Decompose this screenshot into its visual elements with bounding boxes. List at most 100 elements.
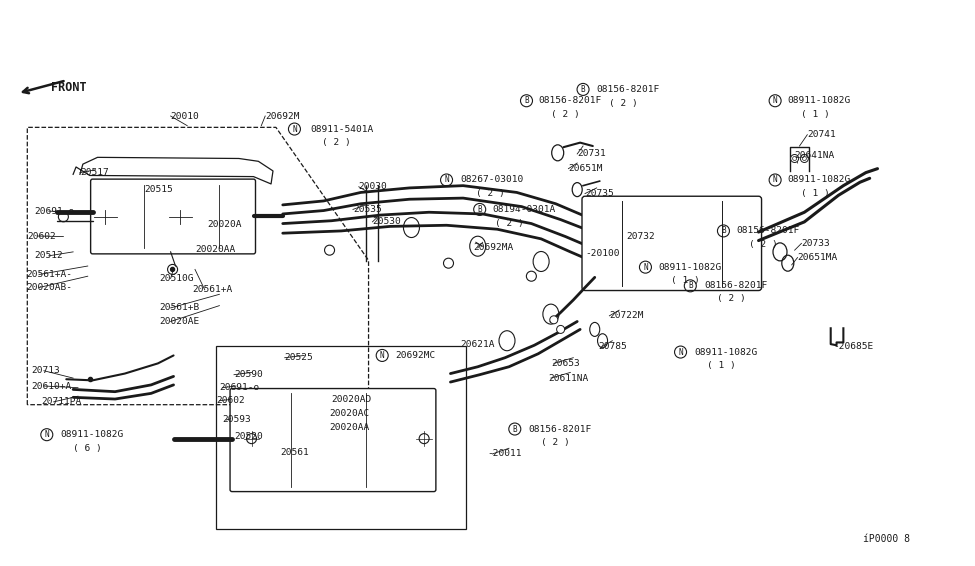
Text: 08911-1082G: 08911-1082G: [60, 430, 124, 439]
Text: 20590: 20590: [234, 370, 262, 379]
Text: 20611NA: 20611NA: [548, 374, 588, 383]
Text: 20602: 20602: [216, 396, 245, 405]
Text: -20100: -20100: [585, 249, 619, 258]
Text: ( 1 ): ( 1 ): [707, 361, 735, 370]
Text: ( 2 ): ( 2 ): [749, 240, 777, 249]
Text: 20020A: 20020A: [208, 220, 242, 229]
Text: 20561+A: 20561+A: [192, 285, 232, 294]
Text: 20692MC: 20692MC: [395, 351, 435, 360]
Text: ( 1 ): ( 1 ): [801, 189, 830, 198]
Text: ( 1 ): ( 1 ): [671, 276, 699, 285]
Text: 20621A: 20621A: [460, 340, 494, 349]
Text: ( 1 ): ( 1 ): [801, 110, 830, 119]
Bar: [216, 346, 466, 529]
Text: N: N: [292, 125, 296, 134]
Text: 20722M: 20722M: [609, 311, 644, 320]
Circle shape: [444, 258, 453, 268]
Text: 20517: 20517: [80, 168, 108, 177]
Circle shape: [550, 316, 558, 324]
Text: ( 2 ): ( 2 ): [476, 189, 504, 198]
Text: 20561+B: 20561+B: [159, 303, 199, 312]
Text: 20020AE: 20020AE: [159, 317, 199, 326]
FancyBboxPatch shape: [91, 179, 255, 254]
Text: 20610+A: 20610+A: [31, 381, 71, 391]
Text: N: N: [679, 348, 682, 357]
Text: 08267-03010: 08267-03010: [460, 175, 524, 185]
Text: N: N: [445, 175, 448, 185]
FancyBboxPatch shape: [582, 196, 761, 290]
Circle shape: [171, 267, 175, 272]
Text: B: B: [513, 424, 517, 434]
Text: 20020AA: 20020AA: [195, 245, 235, 254]
Text: ( 2 ): ( 2 ): [541, 438, 569, 447]
Circle shape: [557, 325, 565, 333]
Text: 20651MA: 20651MA: [798, 253, 838, 262]
Text: 20512: 20512: [34, 251, 62, 260]
Text: 20020AA: 20020AA: [330, 423, 370, 432]
Text: -20685E: -20685E: [834, 342, 874, 351]
Text: 20561: 20561: [281, 448, 309, 457]
Text: 08156-8201F: 08156-8201F: [528, 424, 592, 434]
Text: ( 2 ): ( 2 ): [551, 110, 579, 119]
Text: 20525: 20525: [285, 353, 313, 362]
Text: B: B: [581, 85, 585, 94]
Text: -20011: -20011: [488, 449, 522, 458]
Text: N: N: [644, 263, 647, 272]
Text: 20010: 20010: [171, 112, 199, 121]
Text: B: B: [478, 205, 482, 214]
Text: 20510G: 20510G: [159, 274, 193, 283]
Text: 20785: 20785: [599, 342, 627, 351]
Circle shape: [325, 245, 334, 255]
Text: 20653: 20653: [551, 359, 579, 368]
Text: N: N: [773, 175, 777, 185]
Text: 20030: 20030: [359, 182, 387, 191]
Text: 20602: 20602: [27, 231, 56, 241]
Text: 20641NA: 20641NA: [795, 151, 835, 160]
Text: B: B: [688, 281, 692, 290]
Text: 20593: 20593: [222, 415, 251, 424]
Text: 20020AB-: 20020AB-: [26, 283, 72, 292]
Text: 08156-8201F: 08156-8201F: [538, 96, 602, 105]
Text: N: N: [773, 96, 777, 105]
Text: B: B: [525, 96, 528, 105]
Text: 20535: 20535: [353, 205, 381, 214]
Text: 20692MA: 20692MA: [473, 243, 513, 252]
Text: 08911-1082G: 08911-1082G: [694, 348, 758, 357]
Circle shape: [526, 271, 536, 281]
Text: ( 2 ): ( 2 ): [609, 98, 638, 108]
Text: 08911-1082G: 08911-1082G: [788, 96, 851, 105]
Text: 20733: 20733: [801, 239, 830, 248]
FancyBboxPatch shape: [230, 388, 436, 492]
Text: ( 6 ): ( 6 ): [73, 444, 101, 453]
Text: 08911-1082G: 08911-1082G: [788, 175, 851, 185]
Text: 20020AD: 20020AD: [332, 395, 371, 404]
Text: 08911-1082G: 08911-1082G: [658, 263, 722, 272]
Text: N: N: [45, 430, 49, 439]
Text: 20692M: 20692M: [265, 112, 299, 121]
Text: 20711PA: 20711PA: [41, 397, 81, 406]
Text: 08156-8201F: 08156-8201F: [704, 281, 767, 290]
Text: 20020AC: 20020AC: [330, 409, 370, 418]
Text: ( 2 ): ( 2 ): [717, 294, 745, 303]
Text: 20732: 20732: [626, 232, 654, 241]
Text: 08156-8201F: 08156-8201F: [736, 226, 800, 235]
Text: 20561+A-: 20561+A-: [26, 270, 72, 279]
Text: 08911-5401A: 08911-5401A: [310, 125, 373, 134]
Text: N: N: [380, 351, 384, 360]
Text: 20691-o: 20691-o: [219, 383, 259, 392]
Text: 20651M: 20651M: [568, 164, 603, 173]
Text: B: B: [722, 226, 725, 235]
Text: 20691-o: 20691-o: [34, 207, 74, 216]
Text: 20713: 20713: [31, 366, 59, 375]
Text: ( 2 ): ( 2 ): [495, 219, 524, 228]
Circle shape: [800, 155, 808, 162]
Text: 08194-0301A: 08194-0301A: [492, 205, 556, 214]
Text: 20515: 20515: [144, 185, 173, 194]
Text: 20530: 20530: [372, 217, 401, 226]
Text: 20731: 20731: [577, 149, 605, 158]
Text: 08156-8201F: 08156-8201F: [597, 85, 660, 94]
Text: ( 2 ): ( 2 ): [322, 138, 350, 147]
Circle shape: [791, 155, 799, 162]
Text: FRONT: FRONT: [51, 82, 87, 94]
Text: 20735: 20735: [585, 189, 613, 198]
